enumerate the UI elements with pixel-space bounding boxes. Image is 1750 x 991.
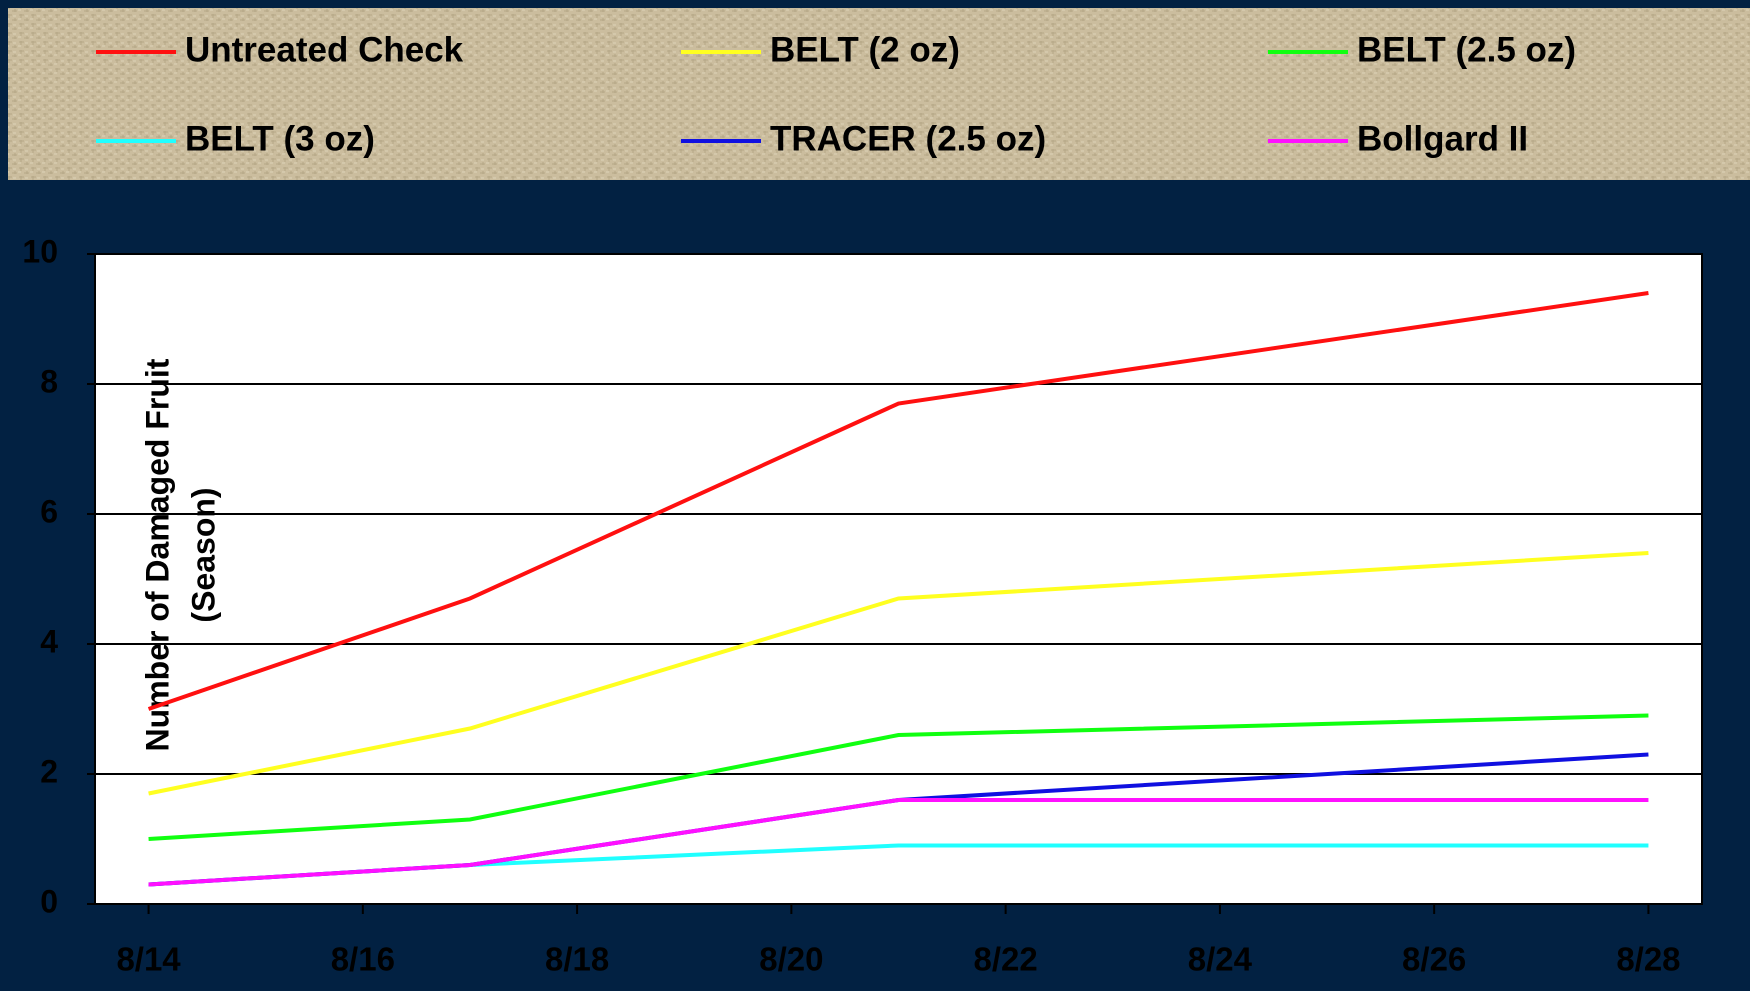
legend-label: BELT (3 oz) (185, 119, 375, 158)
y-tick-label: 2 (40, 753, 58, 789)
plot-area (94, 253, 1703, 905)
y-tick-label: 0 (40, 883, 58, 919)
x-tick-label: 8/24 (1188, 941, 1253, 978)
series-line (148, 551, 1649, 796)
x-tick-label: 8/16 (331, 941, 395, 978)
x-tick-label: 8/14 (116, 941, 181, 978)
y-tick-label: 10 (22, 233, 58, 269)
x-tick-label: 8/22 (974, 941, 1038, 978)
series-line (148, 713, 1649, 841)
legend-label: TRACER (2.5 oz) (770, 119, 1046, 158)
legend-label: Untreated Check (185, 30, 464, 69)
legend-label: Bollgard II (1357, 119, 1528, 158)
y-axis-label: Number of Damaged Fruit (139, 358, 175, 751)
legend-panel (8, 8, 1750, 180)
series-line (147, 291, 1649, 711)
y-tick-label: 8 (40, 363, 58, 399)
y-tick-label: 6 (40, 493, 58, 529)
y-axis-label: (Season) (185, 487, 221, 622)
series-line (148, 798, 1649, 887)
x-tick-label: 8/20 (759, 941, 823, 978)
x-tick-label: 8/18 (545, 941, 609, 978)
legend-label: BELT (2 oz) (770, 30, 960, 69)
legend-label: BELT (2.5 oz) (1357, 30, 1576, 69)
y-tick-label: 4 (40, 623, 58, 659)
x-tick-label: 8/26 (1402, 941, 1466, 978)
x-tick-label: 8/28 (1616, 941, 1680, 978)
